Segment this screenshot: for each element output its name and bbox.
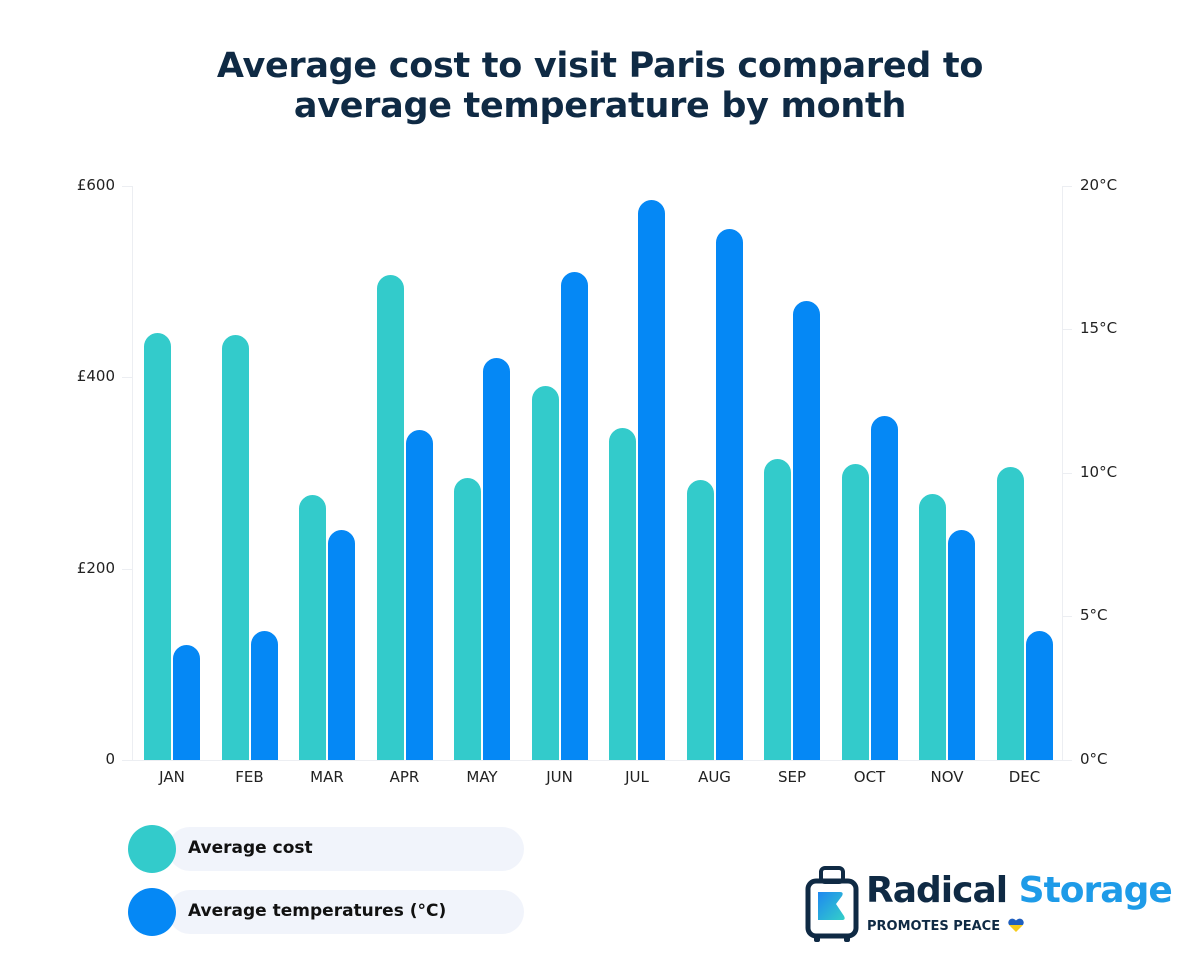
bar-cost-jan bbox=[144, 333, 171, 760]
bar-temperature-nov bbox=[948, 530, 975, 760]
chart-title-line-1: Average cost to visit Paris compared to bbox=[216, 46, 984, 86]
left-axis-label: £400 bbox=[76, 367, 115, 385]
right-axis-label: 20°C bbox=[1080, 176, 1118, 194]
logo-wordmark: Radical Storage bbox=[866, 870, 1173, 911]
bar-cost-jul bbox=[609, 428, 636, 760]
left-tick-200 bbox=[122, 569, 132, 570]
radical-storage-logo: Radical Storage PROMOTES PEACE bbox=[804, 866, 1174, 946]
left-tick-0 bbox=[122, 760, 132, 761]
logo-word-storage: Storage bbox=[1018, 870, 1173, 911]
right-tick-10 bbox=[1062, 473, 1072, 474]
bar-cost-sep bbox=[764, 458, 791, 760]
right-axis-label: 5°C bbox=[1080, 606, 1108, 624]
legend-swatch-temperature bbox=[128, 888, 176, 936]
legend-label: Average temperatures (°C) bbox=[188, 901, 447, 921]
left-axis-line bbox=[132, 186, 133, 761]
right-tick-0 bbox=[1062, 760, 1072, 761]
x-axis-label-mar: MAR bbox=[310, 768, 344, 786]
legend-swatch-cost bbox=[128, 825, 176, 873]
right-tick-20 bbox=[1062, 186, 1072, 187]
bar-temperature-dec bbox=[1025, 630, 1053, 760]
x-axis-label-feb: FEB bbox=[235, 768, 264, 786]
x-axis-label-jun: JUN bbox=[546, 768, 573, 786]
legend-label: Average cost bbox=[188, 838, 313, 858]
bar-temperature-sep bbox=[793, 300, 820, 760]
x-axis-label-dec: DEC bbox=[1008, 768, 1041, 786]
bar-temperature-apr bbox=[405, 429, 433, 760]
bar-cost-feb bbox=[221, 335, 249, 760]
bar-cost-jun bbox=[531, 385, 559, 760]
suitcase-icon bbox=[805, 866, 859, 942]
bar-cost-aug bbox=[686, 479, 714, 760]
left-tick-400 bbox=[122, 377, 132, 378]
chart-title-line-2: average temperature by month bbox=[293, 86, 907, 126]
chart-plot-area: £600 £400 £200 0 20°C 15°C 10°C 5°C 0°C … bbox=[76, 176, 1118, 786]
left-tick-600 bbox=[122, 186, 132, 187]
logo-tagline-text: PROMOTES PEACE bbox=[867, 919, 1001, 934]
legend-item-average-temperature: Average temperatures (°C) bbox=[128, 888, 528, 936]
bar-temperature-aug bbox=[715, 229, 743, 760]
x-axis-label-sep: SEP bbox=[777, 768, 807, 786]
x-axis-label-jan: JAN bbox=[159, 768, 185, 786]
bar-temperature-mar bbox=[328, 530, 355, 760]
left-axis-label: £600 bbox=[76, 176, 115, 194]
x-axis-label-aug: AUG bbox=[698, 768, 731, 786]
bar-cost-apr bbox=[376, 274, 404, 760]
x-axis-label-jul: JUL bbox=[625, 768, 649, 786]
left-axis-label: £200 bbox=[76, 559, 115, 577]
left-axis-label: 0 bbox=[105, 750, 115, 768]
bar-temperature-jan bbox=[173, 645, 200, 760]
bar-temperature-may bbox=[483, 358, 510, 760]
legend-pill bbox=[168, 827, 524, 871]
right-tick-5 bbox=[1062, 616, 1072, 617]
legend-pill bbox=[168, 890, 524, 934]
x-axis-label-apr: APR bbox=[389, 768, 420, 786]
bar-temperature-jul bbox=[638, 200, 665, 760]
x-axis-label-nov: NOV bbox=[930, 768, 964, 786]
bar-temperature-oct bbox=[870, 415, 898, 760]
logo-word-radical: Radical bbox=[866, 870, 1008, 911]
x-axis-label-oct: OCT bbox=[853, 768, 886, 786]
ukraine-heart-icon bbox=[1007, 918, 1024, 932]
x-axis-baseline bbox=[132, 760, 1063, 761]
x-axis-label-may: MAY bbox=[466, 768, 498, 786]
bar-temperature-jun bbox=[560, 272, 588, 760]
logo-tagline: PROMOTES PEACE bbox=[867, 918, 1024, 934]
right-axis-label: 15°C bbox=[1080, 319, 1118, 337]
bar-temperature-feb bbox=[250, 630, 278, 760]
bar-cost-dec bbox=[996, 467, 1024, 760]
right-tick-15 bbox=[1062, 329, 1072, 330]
bar-cost-may bbox=[454, 477, 481, 760]
legend-item-average-cost: Average cost bbox=[128, 825, 528, 873]
bar-cost-oct bbox=[841, 464, 869, 760]
chart-title: Average cost to visit Paris compared to … bbox=[0, 46, 1200, 126]
right-axis-label: 0°C bbox=[1080, 750, 1108, 768]
bar-cost-nov bbox=[919, 494, 946, 760]
right-axis-label: 10°C bbox=[1080, 463, 1118, 481]
bar-cost-mar bbox=[299, 495, 326, 760]
